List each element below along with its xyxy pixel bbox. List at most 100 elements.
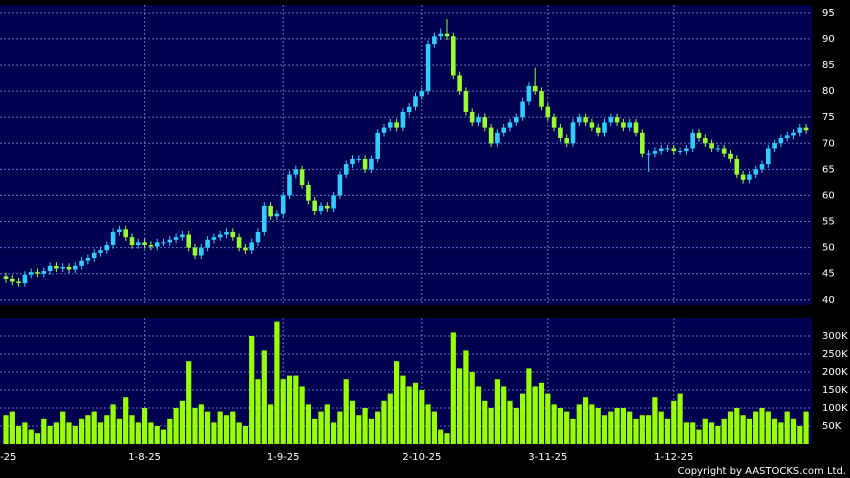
volume-bar xyxy=(223,415,230,444)
volume-bar xyxy=(652,397,658,444)
candle-body xyxy=(614,117,620,123)
volume-bar xyxy=(116,418,122,444)
candle-body xyxy=(595,127,601,133)
y-tick-label: 85 xyxy=(822,60,835,71)
candle-body xyxy=(432,36,437,45)
volume-bar xyxy=(343,379,349,444)
volume-bar xyxy=(734,408,740,444)
candle-body xyxy=(419,91,425,97)
candle-body xyxy=(293,169,299,175)
candle-body xyxy=(539,91,544,107)
candle-body xyxy=(791,132,796,136)
volume-bar xyxy=(198,404,204,444)
candle-body xyxy=(690,132,695,149)
volume-bar xyxy=(570,418,576,444)
candle-body xyxy=(205,239,210,248)
y-tick-label: 45 xyxy=(822,269,835,280)
candle-body xyxy=(772,143,777,149)
candle-body xyxy=(161,242,166,244)
candle-body xyxy=(652,151,658,154)
volume-bar xyxy=(746,418,752,444)
volume-bar xyxy=(494,379,500,444)
volume-bar xyxy=(526,368,532,444)
candle-body xyxy=(369,158,374,170)
candle-body xyxy=(633,122,639,133)
candle-body xyxy=(98,250,103,253)
candle-body xyxy=(583,117,588,123)
volume-bar xyxy=(337,411,343,444)
candle-body xyxy=(495,132,500,144)
candle-body xyxy=(778,138,784,144)
candle-body xyxy=(35,272,40,274)
volume-bar xyxy=(482,400,488,444)
candle-body xyxy=(646,153,651,155)
candle-body xyxy=(199,247,204,256)
y-tick-label: 200K xyxy=(822,367,848,378)
volume-bar xyxy=(583,397,589,444)
candle-body xyxy=(753,169,758,175)
x-tick-label: 1-9-25 xyxy=(267,452,300,463)
candle-body xyxy=(671,148,677,152)
candle-body xyxy=(627,122,632,128)
volume-bar xyxy=(104,415,110,444)
volume-bar xyxy=(532,386,538,444)
volume-bar xyxy=(696,429,702,444)
candle-body xyxy=(154,242,160,247)
volume-bar xyxy=(167,418,173,444)
volume-bar xyxy=(627,411,633,444)
candle-body xyxy=(558,127,563,139)
volume-bar xyxy=(387,393,393,444)
volume-bar xyxy=(318,411,324,444)
y-tick-label: 50K xyxy=(822,421,842,432)
volume-bar xyxy=(721,418,727,444)
volume-bar xyxy=(60,411,66,444)
volume-bar xyxy=(268,404,274,444)
volume-bar xyxy=(375,411,381,444)
volume-bar xyxy=(469,372,475,444)
volume-bar xyxy=(356,415,362,444)
volume-bar xyxy=(683,422,689,444)
volume-bar xyxy=(53,422,59,444)
candle-body xyxy=(526,85,532,102)
volume-bar xyxy=(211,422,217,444)
candle-body xyxy=(41,271,47,274)
volume-bar xyxy=(438,429,444,444)
volume-bar xyxy=(715,426,721,444)
volume-bar xyxy=(261,350,267,444)
candle-body xyxy=(721,148,727,154)
y-tick-label: 90 xyxy=(822,34,835,45)
candle-body xyxy=(621,122,626,128)
candle-body xyxy=(766,148,771,165)
y-tick-label: 60 xyxy=(822,190,835,201)
volume-bar xyxy=(803,411,809,444)
candle-body xyxy=(564,138,569,144)
candle-body xyxy=(268,205,273,217)
candle-body xyxy=(91,252,97,259)
candle-body xyxy=(451,36,456,76)
volume-bar xyxy=(3,415,9,444)
volume-bar xyxy=(16,426,22,444)
candle-body xyxy=(255,231,261,243)
candle-body xyxy=(243,247,248,251)
candle-body xyxy=(211,237,217,240)
y-tick-label: 65 xyxy=(822,164,835,175)
volume-bar xyxy=(293,375,299,444)
y-tick-label: 300K xyxy=(822,331,848,342)
candle-body xyxy=(287,174,292,196)
volume-bar xyxy=(160,429,167,444)
candle-body xyxy=(60,266,65,269)
candle-body xyxy=(488,127,494,144)
volume-bar xyxy=(242,426,248,444)
candle-body xyxy=(236,237,242,248)
candle-body xyxy=(249,242,254,251)
volume-bar xyxy=(41,418,47,444)
candle-body xyxy=(299,169,305,185)
x-tick-label: 3-11-25 xyxy=(528,452,567,463)
candle-body xyxy=(129,237,135,245)
volume-bar xyxy=(72,426,78,444)
volume-bar xyxy=(677,393,683,444)
volume-bar xyxy=(129,415,135,444)
candle-body xyxy=(413,96,418,107)
candle-body xyxy=(325,205,330,209)
